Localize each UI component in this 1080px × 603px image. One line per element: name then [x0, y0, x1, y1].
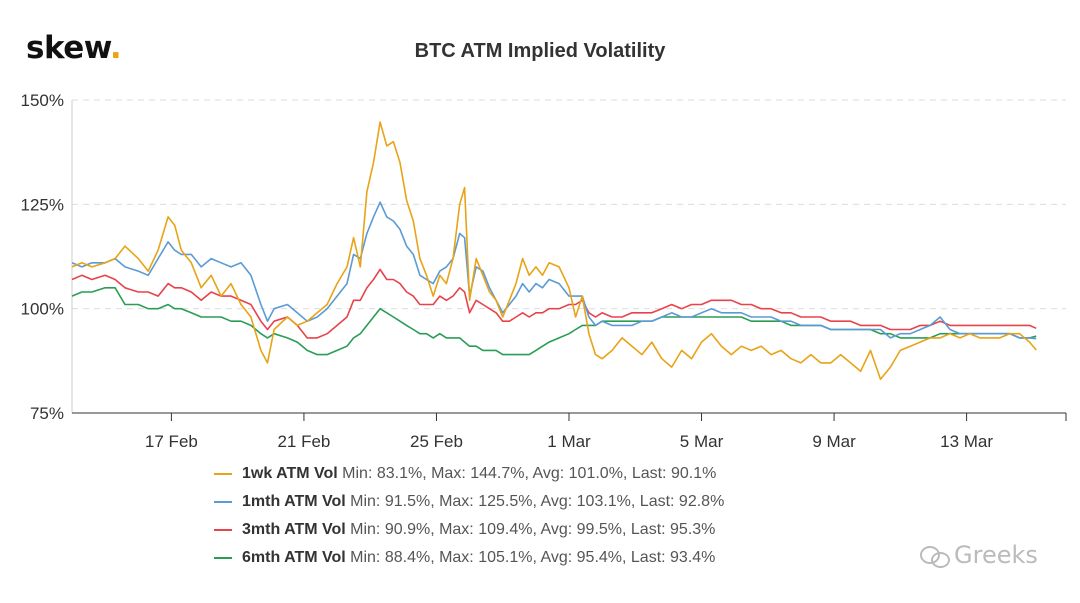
legend-item[interactable]: 1wk ATM Vol Min: 83.1%, Max: 144.7%, Avg… — [214, 460, 724, 488]
skew-logo: skew. — [26, 30, 122, 66]
y-tick-label: 150% — [21, 91, 64, 110]
watermark: Greeks — [920, 541, 1038, 569]
legend-swatch — [214, 556, 232, 559]
legend-series-name: 1wk ATM Vol — [242, 465, 338, 482]
legend-swatch — [214, 472, 232, 475]
series-line — [71, 268, 1037, 339]
legend-series-name: 1mth ATM Vol — [242, 493, 346, 510]
x-tick-label: 9 Mar — [812, 432, 856, 451]
legend-series-stats: Min: 88.4%, Max: 105.1%, Avg: 95.4%, Las… — [345, 549, 716, 566]
legend-swatch — [214, 528, 232, 531]
series-line — [71, 121, 1037, 380]
x-tick-label: 1 Mar — [547, 432, 591, 451]
x-tick-label: 5 Mar — [680, 432, 724, 451]
x-tick-label: 17 Feb — [145, 432, 198, 451]
series-line — [71, 287, 1037, 356]
legend-series-name: 6mth ATM Vol — [242, 549, 346, 566]
y-tick-label: 100% — [21, 300, 64, 319]
x-tick-label: 25 Feb — [410, 432, 463, 451]
legend-item[interactable]: 1mth ATM Vol Min: 91.5%, Max: 125.5%, Av… — [214, 488, 724, 516]
legend-item[interactable]: 6mth ATM Vol Min: 88.4%, Max: 105.1%, Av… — [214, 544, 724, 572]
legend-item[interactable]: 3mth ATM Vol Min: 90.9%, Max: 109.4%, Av… — [214, 516, 724, 544]
y-tick-label: 75% — [30, 404, 64, 423]
wechat-icon — [920, 544, 950, 568]
legend-series-stats: Min: 83.1%, Max: 144.7%, Avg: 101.0%, La… — [337, 465, 717, 482]
legend-series-name: 3mth ATM Vol — [242, 521, 346, 538]
x-tick-label: 13 Mar — [940, 432, 993, 451]
legend-series-stats: Min: 91.5%, Max: 125.5%, Avg: 103.1%, La… — [345, 493, 725, 510]
chart-legend: 1wk ATM Vol Min: 83.1%, Max: 144.7%, Avg… — [214, 460, 724, 572]
chart-title: BTC ATM Implied Volatility — [414, 40, 666, 62]
legend-series-stats: Min: 90.9%, Max: 109.4%, Avg: 99.5%, Las… — [345, 521, 716, 538]
legend-swatch — [214, 500, 232, 503]
y-tick-label: 125% — [21, 195, 64, 214]
x-tick-label: 21 Feb — [277, 432, 330, 451]
series-line — [71, 201, 1037, 340]
